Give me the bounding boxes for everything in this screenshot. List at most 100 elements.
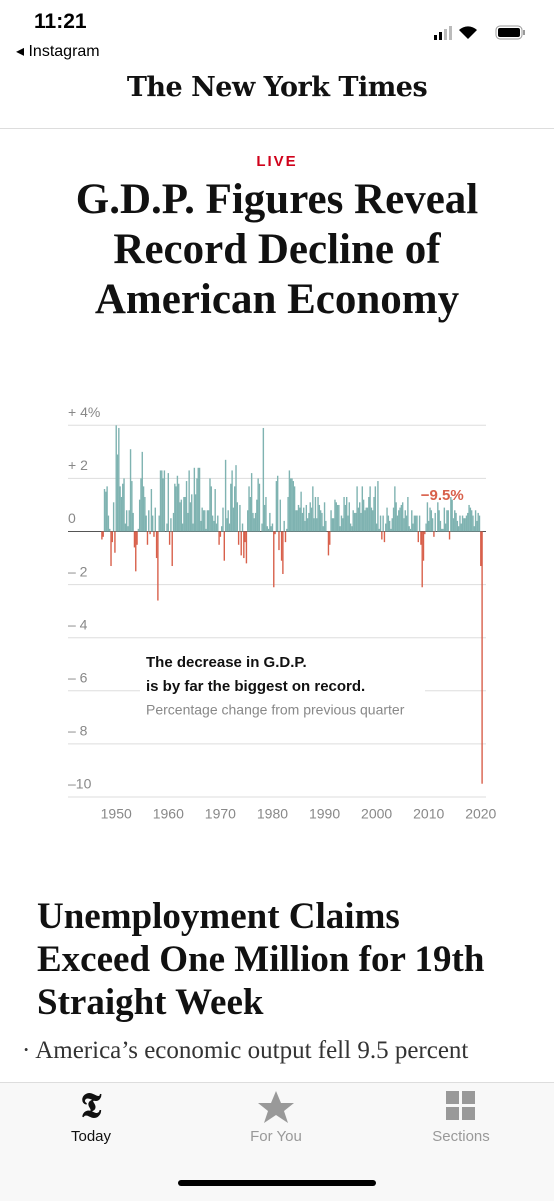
bar bbox=[349, 523, 352, 532]
x-tick-label: 1980 bbox=[257, 806, 288, 822]
bar bbox=[244, 531, 246, 543]
bar bbox=[256, 499, 258, 532]
tab-for-you[interactable]: For You bbox=[250, 1128, 302, 1145]
bar bbox=[362, 499, 365, 532]
bar bbox=[142, 486, 145, 532]
story-headline[interactable]: Exceed One Million for 19th bbox=[37, 939, 485, 980]
x-tick-label: 2020 bbox=[465, 806, 496, 822]
bar bbox=[204, 510, 206, 532]
bar bbox=[248, 486, 250, 532]
bar bbox=[239, 504, 241, 532]
story-headline[interactable]: Unemployment Claims bbox=[37, 896, 400, 937]
story-headline[interactable]: Straight Week bbox=[37, 982, 264, 1023]
tab-today[interactable]: Today bbox=[70, 1128, 112, 1145]
tab-sections[interactable]: Sections bbox=[432, 1128, 490, 1145]
bar bbox=[237, 531, 240, 545]
bar bbox=[316, 518, 318, 532]
bar bbox=[150, 489, 153, 532]
bar bbox=[247, 510, 249, 532]
bar bbox=[381, 531, 383, 540]
bar bbox=[235, 465, 237, 532]
back-link[interactable]: ◂ Instagram bbox=[16, 43, 100, 60]
bar bbox=[145, 515, 147, 532]
bar bbox=[178, 483, 180, 532]
bar bbox=[157, 531, 159, 601]
bar bbox=[223, 531, 225, 561]
bar bbox=[266, 526, 268, 532]
bar bbox=[136, 531, 138, 545]
divider bbox=[0, 128, 554, 129]
bar bbox=[122, 483, 124, 532]
story-snippet[interactable]: · America’s economic output fell 9.5 per… bbox=[22, 1037, 469, 1064]
bar bbox=[269, 512, 271, 532]
bar bbox=[382, 515, 384, 532]
masthead[interactable]: The New York Times bbox=[126, 72, 428, 103]
bar bbox=[114, 531, 116, 553]
bar bbox=[352, 510, 354, 532]
bar bbox=[441, 528, 443, 532]
bar bbox=[284, 531, 287, 543]
bar bbox=[140, 478, 142, 532]
home-indicator bbox=[178, 1180, 376, 1186]
bar bbox=[477, 512, 479, 532]
bar bbox=[158, 515, 160, 532]
chart: + 4% + 2 0 – 2 – 4 – 6 – 8 –10 1950 1960 1970 1980 1… bbox=[68, 404, 497, 822]
bar bbox=[460, 523, 462, 532]
bar bbox=[345, 496, 348, 532]
bar bbox=[215, 523, 218, 532]
headline[interactable]: Record Decline of bbox=[113, 226, 441, 273]
headline[interactable]: American Economy bbox=[94, 276, 460, 323]
bar bbox=[183, 496, 185, 532]
star-icon[interactable] bbox=[258, 1091, 294, 1123]
bar bbox=[141, 451, 143, 532]
sections-icon[interactable] bbox=[446, 1091, 475, 1120]
bar bbox=[386, 507, 388, 532]
bar bbox=[478, 515, 481, 532]
bar bbox=[222, 507, 224, 532]
bar bbox=[472, 515, 474, 532]
bar bbox=[396, 515, 399, 532]
chart-subtitle: Percentage change from previous quarter bbox=[146, 702, 405, 718]
bar bbox=[322, 526, 324, 532]
bar bbox=[319, 510, 322, 532]
annotation-box bbox=[140, 648, 425, 728]
bar bbox=[303, 507, 305, 532]
bar bbox=[459, 515, 461, 532]
bar bbox=[135, 531, 137, 572]
bar bbox=[300, 491, 302, 532]
bar bbox=[243, 531, 245, 559]
bar bbox=[344, 504, 347, 532]
bar bbox=[332, 518, 335, 532]
back-app[interactable]: Instagram bbox=[28, 43, 100, 60]
bar bbox=[420, 531, 422, 545]
bar bbox=[456, 520, 459, 532]
bar bbox=[102, 531, 104, 537]
bar bbox=[288, 470, 291, 532]
bar bbox=[280, 531, 283, 561]
value-label: −9.5% bbox=[421, 487, 464, 504]
bar bbox=[340, 515, 343, 532]
bar bbox=[470, 510, 473, 532]
headline[interactable]: G.D.P. Figures Reveal bbox=[75, 176, 479, 223]
bar bbox=[174, 483, 176, 532]
snippet-text[interactable]: America’s economic output fell 9.5 perce… bbox=[35, 1037, 469, 1064]
bar bbox=[433, 531, 435, 537]
bar bbox=[355, 512, 357, 532]
bar bbox=[357, 507, 360, 532]
bar bbox=[425, 523, 427, 532]
bar bbox=[434, 512, 436, 532]
bar bbox=[429, 507, 431, 532]
today-icon[interactable]: 𝕿 bbox=[81, 1088, 102, 1125]
bar bbox=[129, 449, 132, 532]
bar bbox=[403, 518, 405, 532]
x-tick-label: 1960 bbox=[153, 806, 184, 822]
bar bbox=[220, 526, 223, 532]
bar bbox=[408, 526, 410, 532]
bar bbox=[370, 507, 373, 532]
bar bbox=[168, 531, 171, 545]
bar bbox=[395, 502, 397, 532]
bar bbox=[189, 502, 192, 532]
y-tick-label: – 8 bbox=[68, 723, 88, 739]
bar bbox=[375, 523, 378, 532]
bar bbox=[133, 531, 136, 548]
